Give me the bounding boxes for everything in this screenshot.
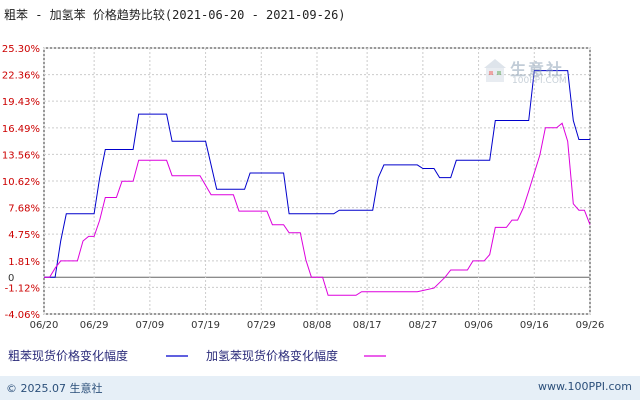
series-line-1 [44,70,590,278]
y-tick-label: 10.62% [2,177,40,188]
building-icon [484,59,506,82]
watermark-logo: 生意社 100PPI.COM [482,56,572,96]
footer-url[interactable]: www.100PPI.com [538,380,632,393]
x-tick-label: 08/27 [408,320,437,331]
legend-label-2: 加氢苯现货价格变化幅度 [206,348,338,363]
y-tick-label: 16.49% [2,124,40,135]
footer-bar: © 2025.07 生意社 www.100PPI.com [0,376,640,400]
footer-copyright: © 2025.07 生意社 [6,382,103,395]
y-tick-label: 19.43% [2,97,40,108]
watermark-site: 100PPI.COM [512,76,567,86]
chart-title: 粗苯 - 加氢苯 价格趋势比较(2021-06-20 - 2021-09-26) [4,8,346,22]
x-tick-label: 09/06 [464,320,493,331]
y-tick-label: 7.68% [8,204,40,215]
y-tick-label: 25.30% [2,44,40,55]
y-tick-label: 4.75% [8,230,40,241]
x-tick-label: 08/17 [353,320,382,331]
x-tick-label: 07/29 [247,320,276,331]
zero-label: 0 [8,273,14,284]
x-tick-label: 06/29 [80,320,109,331]
x-tick-label: 09/16 [520,320,549,331]
y-tick-label: -1.12% [5,283,40,294]
x-tick-label: 07/19 [191,320,220,331]
y-tick-label: 13.56% [2,150,40,161]
series-line-2 [44,122,591,296]
x-tick-label: 08/08 [303,320,332,331]
chart: 25.30% 22.36% 19.43% 16.49% 13.56% 10.62% 7.68… [2,44,605,363]
x-tick-label: 06/20 [30,320,59,331]
y-tick-label: -4.06% [5,310,40,321]
watermark-brand: 生意社 [510,60,565,79]
x-tick-label: 09/26 [576,320,605,331]
x-tick-label: 07/09 [135,320,164,331]
y-tick-label: 1.81% [8,257,40,268]
y-tick-label: 22.36% [2,71,40,82]
legend-label-1: 粗苯现货价格变化幅度 [8,348,128,363]
